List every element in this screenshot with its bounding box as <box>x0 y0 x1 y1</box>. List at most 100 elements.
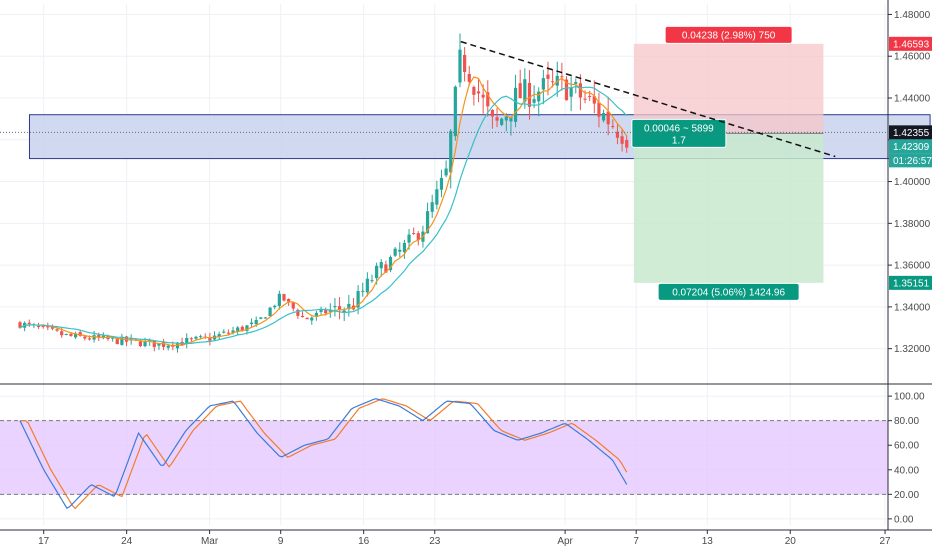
candle <box>472 85 476 106</box>
candle-body <box>444 168 448 176</box>
candle-body <box>111 337 115 339</box>
stoch-k-line <box>19 398 628 510</box>
candle <box>481 84 485 114</box>
candle-body <box>60 331 64 336</box>
position-tool[interactable]: 0.04238 (2.98%) 750 0.07204 (5.06%) 1424.… <box>631 26 824 300</box>
candle-body <box>402 242 407 253</box>
price-tag-bg <box>889 153 932 168</box>
candle-body <box>143 340 147 347</box>
candle-body <box>69 333 73 336</box>
candle-body <box>500 118 504 125</box>
oscillator-band <box>0 420 888 495</box>
candle-body <box>578 83 583 98</box>
candle <box>296 308 300 319</box>
stop-loss-label-text: 0.04238 (2.98%) 750 <box>682 30 776 41</box>
candle-body <box>314 312 319 317</box>
price-tag: 1.42355 <box>889 125 932 140</box>
candle-body <box>36 326 41 328</box>
moving-averages <box>19 76 628 347</box>
candle <box>111 337 115 342</box>
candle <box>495 107 499 128</box>
stop-loss-area[interactable] <box>633 43 824 134</box>
candle <box>189 337 193 342</box>
time-tick-label: Mar <box>201 536 219 547</box>
candle <box>36 322 41 330</box>
candle-body <box>513 87 518 122</box>
candle-body <box>564 79 569 101</box>
candle-body <box>601 113 606 121</box>
candle-body <box>356 291 360 308</box>
candle <box>222 329 226 334</box>
candle-body <box>124 336 129 342</box>
candle <box>333 298 337 317</box>
candle <box>379 259 383 277</box>
osc-tick-label: 80.00 <box>894 416 919 427</box>
trendline[interactable] <box>0 40 888 158</box>
candle <box>597 92 601 128</box>
candle <box>416 231 420 246</box>
candle-body <box>435 189 439 205</box>
time-tick-label: Apr <box>557 536 573 547</box>
candle-body <box>463 54 467 72</box>
candle <box>490 108 495 129</box>
osc-tick-label: 40.00 <box>894 465 919 476</box>
candle <box>518 69 522 99</box>
candle <box>527 70 532 120</box>
candle-body <box>245 325 249 331</box>
risk-reward-text-2: 1.7 <box>672 135 686 146</box>
candle <box>166 344 170 351</box>
candle-body <box>541 78 545 90</box>
candle <box>384 260 388 273</box>
candle <box>310 316 314 325</box>
candle-body <box>472 87 476 95</box>
take-profit-label[interactable]: 0.07204 (5.06%) 1424.96 <box>658 283 799 300</box>
descending-trendline[interactable] <box>460 40 836 158</box>
candle-body <box>361 290 365 292</box>
candle-body <box>120 336 124 345</box>
risk-reward-text-1: 0.00046 ~ 5899 <box>644 123 714 134</box>
price-tick-label: 1.32000 <box>894 344 931 355</box>
stoch-d-line <box>20 398 628 510</box>
price-tick-label: 1.48000 <box>894 10 931 21</box>
candle-body <box>611 126 615 128</box>
candle <box>398 242 402 258</box>
candle-body <box>310 317 314 321</box>
candle-body <box>240 326 244 331</box>
price-tag: 1.35151 <box>889 275 932 290</box>
price-tick-label: 1.36000 <box>894 261 931 272</box>
candle <box>282 293 286 302</box>
price-tag-text: 1.42355 <box>893 128 930 139</box>
candle <box>370 274 374 283</box>
candle-body <box>453 86 457 137</box>
price-tick-label: 1.46000 <box>894 52 931 63</box>
candle-body <box>222 331 226 333</box>
candle-body <box>592 96 596 104</box>
candle-body <box>551 81 555 83</box>
candle <box>314 310 319 321</box>
candle <box>120 333 124 346</box>
candle <box>578 74 583 111</box>
candle-body <box>194 336 198 339</box>
candle-body <box>476 91 481 94</box>
candle <box>365 272 369 297</box>
candle-body <box>185 338 189 344</box>
candle-body <box>324 309 328 314</box>
osc-tick-label: 60.00 <box>894 441 919 452</box>
osc-tick-label: 20.00 <box>894 490 919 501</box>
candle <box>513 74 518 128</box>
candle-body <box>83 336 87 339</box>
price-tag-bg <box>889 36 932 51</box>
price-tag-text: 1.46593 <box>893 39 930 50</box>
candle <box>560 62 564 91</box>
candle <box>300 311 305 318</box>
candle <box>64 333 68 336</box>
candle-body <box>27 322 31 324</box>
take-profit-area[interactable] <box>633 133 824 283</box>
stop-loss-label[interactable]: 0.04238 (2.98%) 750 <box>665 26 792 43</box>
candle <box>430 194 434 218</box>
candle-body <box>370 280 374 282</box>
candle-body <box>430 202 434 212</box>
candle-body <box>625 139 629 148</box>
